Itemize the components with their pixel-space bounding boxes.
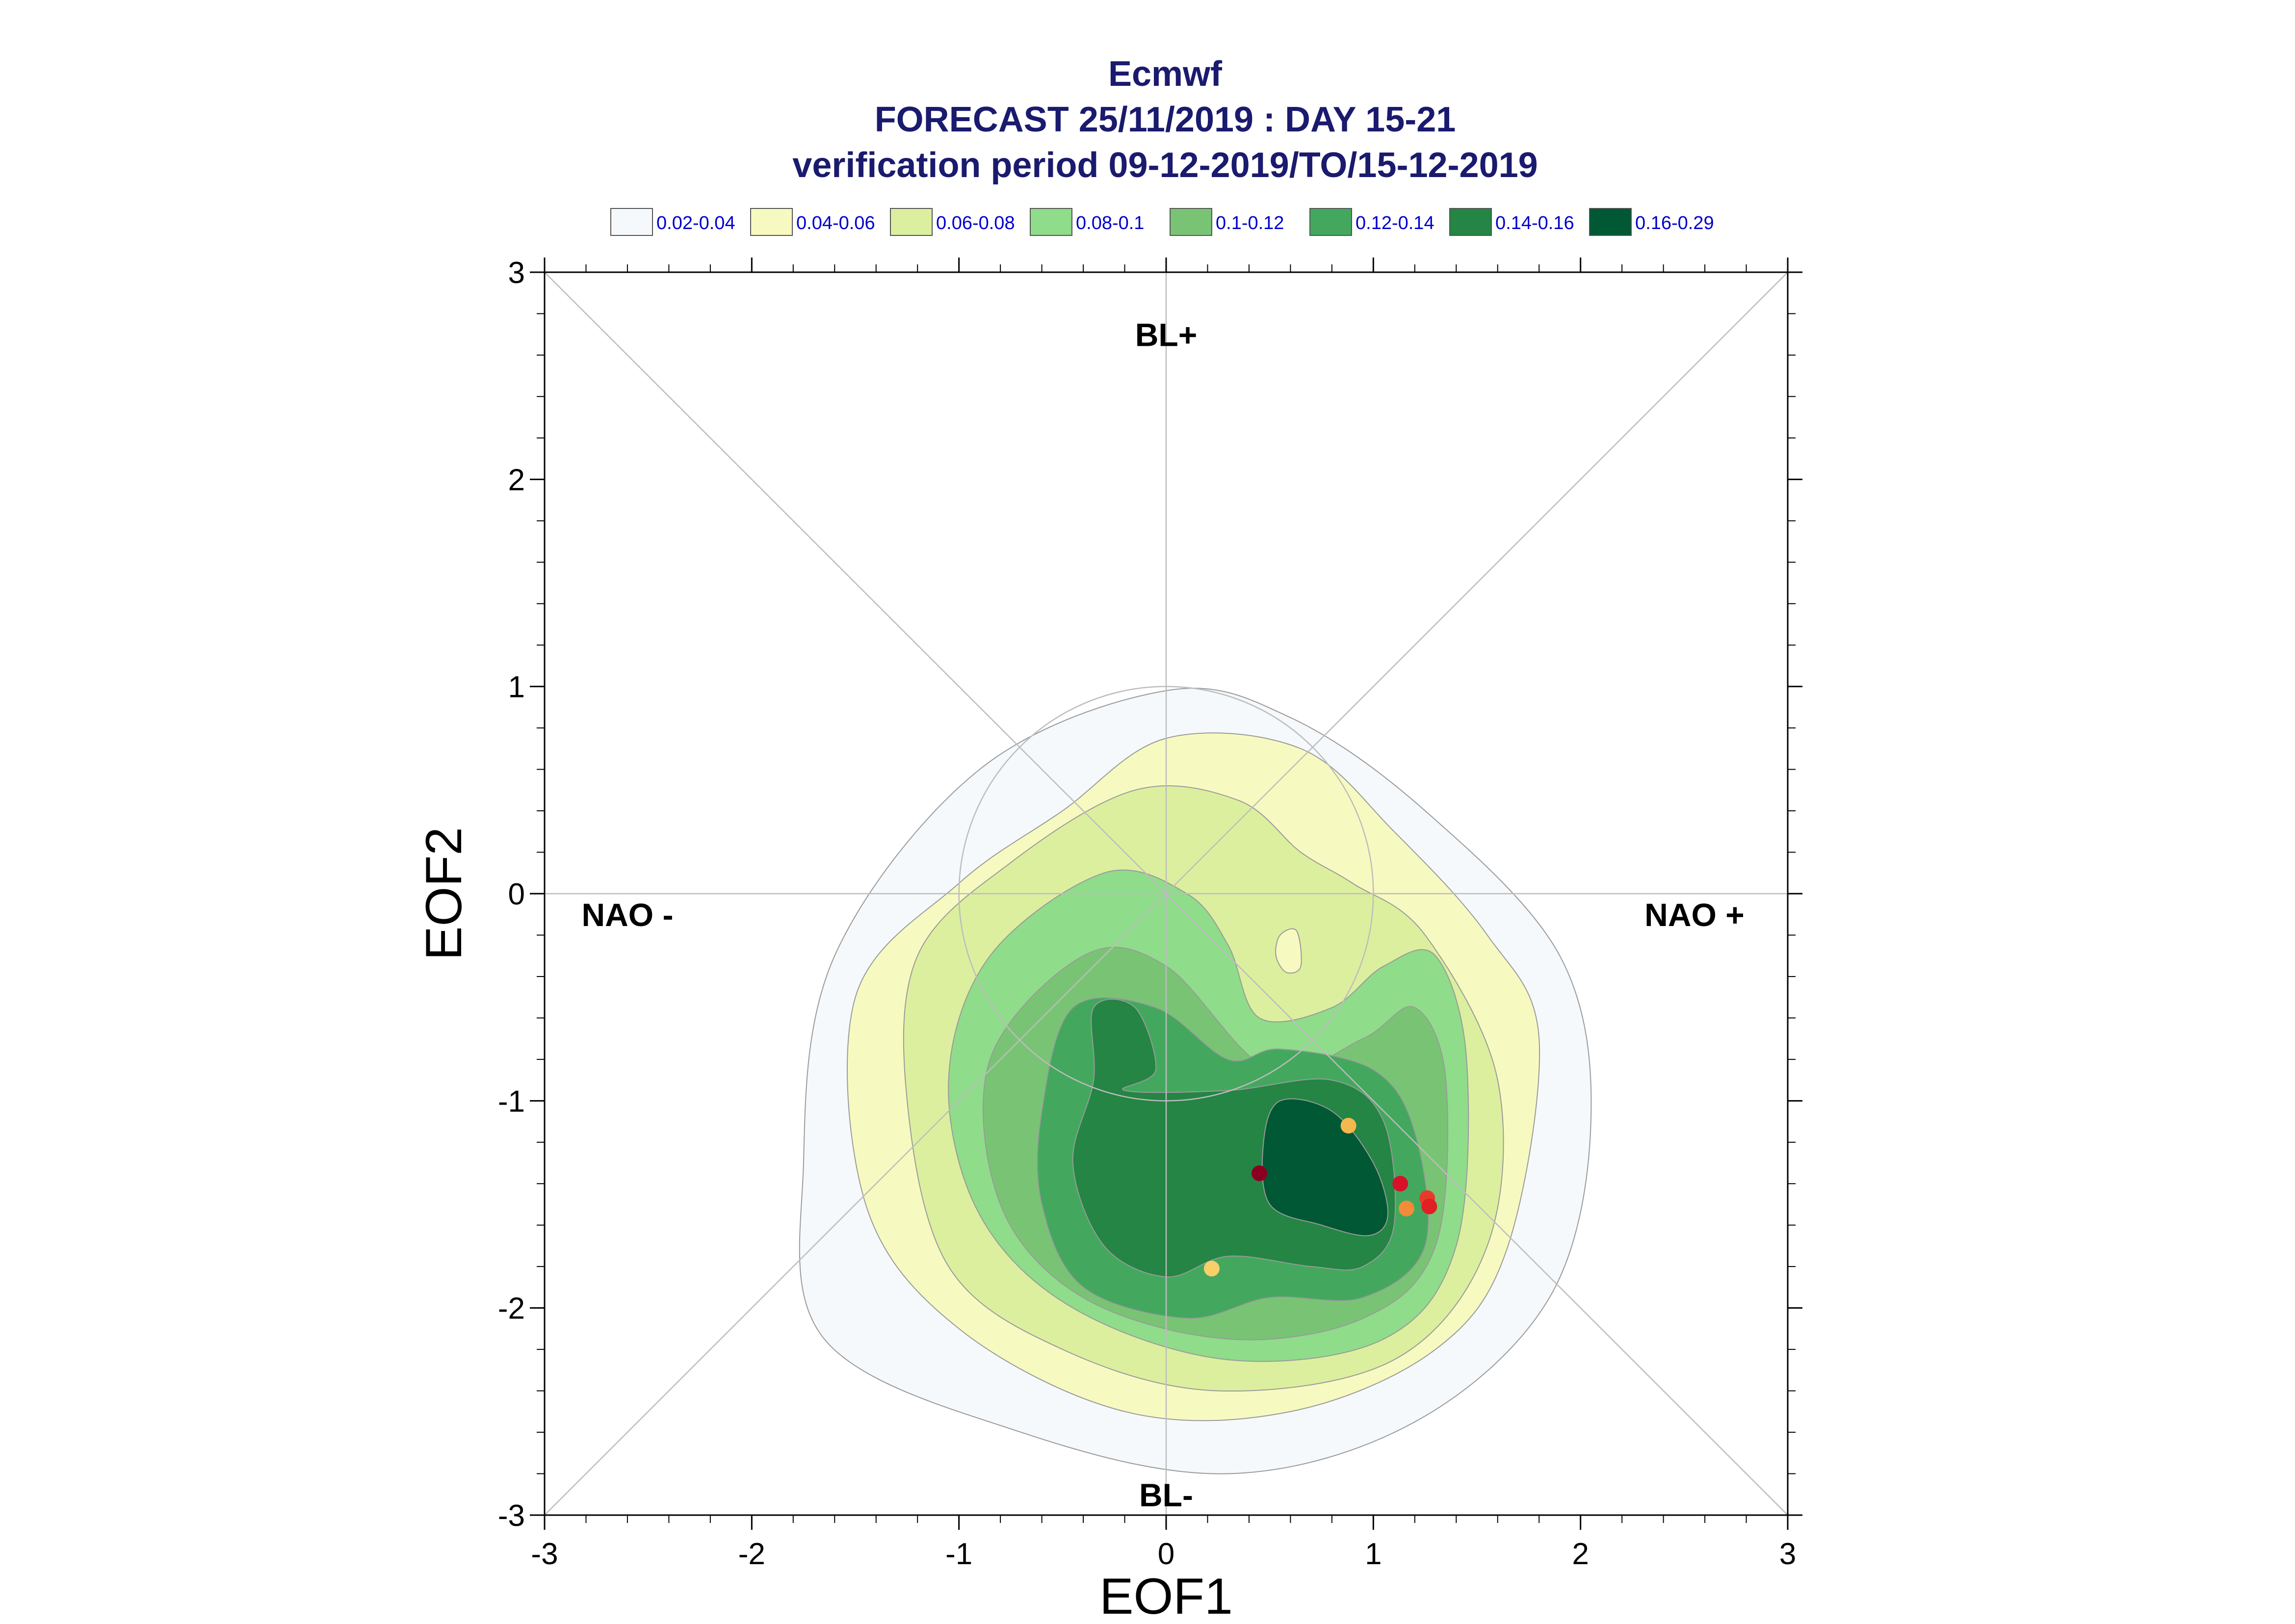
contour-layer [799,688,1592,1474]
regime-label: BL- [1139,1477,1193,1513]
y-tick-label: -1 [498,1084,525,1118]
data-point [1340,1118,1356,1134]
unit-circle [958,686,1374,1102]
y-tick-label: 2 [508,463,525,497]
data-point [1392,1176,1408,1192]
ticks-layer: -3 -2 -1 0 1 2 3 -3 -2 -1 0 1 2 3 [498,256,1802,1571]
x-axis-title: EOF1 [1099,1568,1233,1624]
legend-swatch [1030,208,1072,236]
regime-label: NAO + [1644,897,1745,933]
diagonal-line-2 [545,272,1788,1515]
legend-label: 0.02-0.04 [656,213,735,233]
legend-swatch [610,208,653,236]
x-tick-label: -3 [531,1537,558,1571]
y-tick-label: 0 [508,877,525,911]
contour-island [1275,928,1302,974]
data-point [1203,1261,1220,1277]
legend-label: 0.1-0.12 [1216,213,1284,233]
x-tick-label: 0 [1158,1537,1174,1571]
chart-title-3: verification period 09-12-2019/TO/15-12-… [792,146,1538,185]
x-tick-label: -2 [738,1537,765,1571]
legend-swatch [1589,208,1632,236]
y-tick-label: -3 [498,1499,525,1533]
y-tick-label: 3 [508,256,525,290]
legend-label: 0.14-0.16 [1495,213,1574,233]
data-point [1252,1165,1268,1182]
x-tick-label: 1 [1365,1537,1382,1571]
y-axis-title: EOF2 [416,827,472,960]
x-tick-label: 3 [1779,1537,1796,1571]
guides-layer [545,272,1788,1515]
legend-swatch [1309,208,1352,236]
legend-swatch [890,208,933,236]
chart-title-1: Ecmwf [1108,54,1223,94]
legend-label: 0.06-0.08 [936,213,1015,233]
regime-labels: BL+ BL- NAO - NAO + [581,317,1744,1513]
legend-swatch [1170,208,1212,236]
regime-label: BL+ [1135,317,1198,353]
x-tick-label: -1 [945,1537,972,1571]
legend-label: 0.12-0.14 [1356,213,1434,233]
legend-swatch [1449,208,1492,236]
y-tick-label: 1 [508,670,525,704]
data-point [1398,1200,1414,1216]
data-point [1421,1198,1437,1214]
y-tick-label: -2 [498,1292,525,1326]
regime-label: NAO - [581,897,673,933]
legend-label: 0.04-0.06 [796,213,875,233]
legend-swatch [750,208,793,236]
x-tick-label: 2 [1572,1537,1589,1571]
chart-title-2: FORECAST 25/11/2019 : DAY 15-21 [875,100,1456,139]
points-layer [1203,1118,1437,1277]
legend: 0.02-0.04 0.04-0.06 0.06-0.08 0.08-0.1 0.1-0… [610,208,1714,236]
legend-label: 0.08-0.1 [1076,213,1144,233]
legend-label: 0.16-0.29 [1635,213,1714,233]
